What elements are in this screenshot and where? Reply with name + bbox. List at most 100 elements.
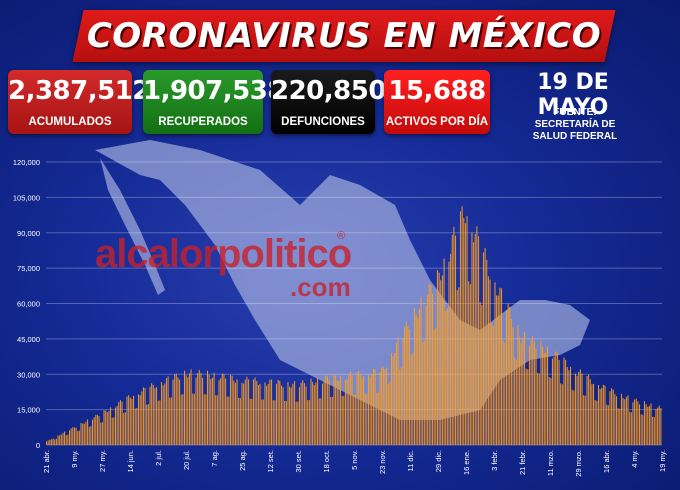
chart-bar (528, 346, 530, 445)
chart-bar (312, 382, 314, 445)
chart-bar (573, 390, 575, 445)
chart-bar (435, 327, 437, 445)
watermark-name: alcalorpolitico (95, 232, 352, 276)
chart-bar (639, 404, 641, 445)
chart-bar (461, 206, 463, 445)
chart-bar (67, 434, 69, 445)
y-tick-label: 30,000 (17, 370, 40, 379)
chart-bar (114, 407, 117, 445)
chart-bar (208, 374, 210, 445)
chart-bar (441, 275, 443, 445)
chart-bar (584, 395, 586, 445)
chart-bar (371, 374, 373, 445)
chart-bar (277, 379, 279, 445)
chart-bar (82, 423, 84, 445)
chart-bar (248, 379, 250, 445)
chart-bar (625, 396, 627, 445)
chart-bar (280, 385, 282, 445)
chart-bar (622, 398, 624, 445)
chart-bar (274, 400, 276, 445)
x-tick-label: 19 my. (658, 450, 667, 472)
chart-bar (561, 384, 563, 445)
chart-bar (137, 394, 140, 445)
chart-bar (570, 366, 572, 445)
x-tick-label: 7 ag. (210, 450, 219, 467)
chart-bar (290, 387, 292, 445)
chart-bar (653, 417, 655, 445)
chart-bar (308, 399, 310, 445)
chart-bar (542, 346, 544, 445)
chart-bar (589, 379, 591, 445)
chart-bar (141, 391, 143, 445)
chart-bar (459, 211, 461, 445)
chart-bar (445, 311, 447, 445)
chart-bar (49, 439, 51, 445)
chart-bar (254, 377, 256, 445)
chart-bar (389, 381, 391, 445)
chart-bar (88, 426, 90, 445)
stat-active: 15,688 ACTIVOS POR DÍA (384, 70, 490, 134)
chart-bar (238, 397, 240, 445)
chart-bar (275, 383, 278, 445)
chart-bar (418, 309, 420, 445)
chart-bar (627, 395, 629, 445)
chart-bar (225, 378, 227, 445)
chart-bar (579, 369, 581, 445)
chart-bar (159, 400, 161, 445)
chart-bar (468, 281, 470, 445)
chart-bar (607, 405, 609, 445)
chart-bar (195, 377, 197, 445)
chart-bar (620, 393, 622, 445)
chart-bar (100, 422, 102, 445)
chart-bar (279, 380, 281, 445)
chart-bar (302, 380, 304, 445)
chart-bar (634, 399, 636, 445)
chart-bar (57, 435, 59, 445)
chart-bar (517, 325, 519, 445)
chart-bar (390, 352, 392, 445)
chart-bar (588, 374, 590, 445)
chart-bar (395, 343, 397, 445)
chart-bar (363, 375, 365, 445)
chart-bar (496, 295, 498, 445)
chart-bar (533, 341, 535, 445)
chart-bar (657, 407, 659, 445)
chart-bar (264, 382, 266, 445)
chart-bar (604, 385, 606, 445)
chart-bar (556, 352, 558, 445)
x-tick-label: 27 my. (98, 450, 107, 472)
chart-bar (433, 329, 435, 445)
x-tick-label: 4 my. (630, 450, 639, 468)
chart-bar (632, 402, 634, 445)
chart-bar (183, 370, 186, 445)
chart-bar (432, 293, 434, 445)
chart-bar (354, 394, 356, 445)
chart-bar (558, 359, 560, 445)
chart-bar (111, 417, 113, 445)
chart-bar (583, 395, 585, 445)
chart-bar (91, 419, 94, 445)
chart-bar (197, 373, 199, 445)
x-tick-label: 16 abr. (602, 450, 611, 473)
chart-bar (381, 367, 383, 445)
chart-bar (323, 380, 325, 445)
chart-bar (289, 386, 291, 445)
chart-bar (180, 394, 182, 445)
chart-bar (198, 369, 200, 445)
chart-bar (650, 403, 652, 445)
chart-bar (611, 388, 613, 445)
chart-bar (147, 404, 149, 445)
chart-bar (83, 423, 85, 445)
chart-bar (47, 440, 49, 445)
chart-bar (152, 384, 154, 445)
chart-bar (46, 441, 48, 445)
stat-accumulated-value: 2,387,512 (8, 76, 150, 106)
chart-bar (415, 314, 417, 445)
chart-bar (574, 373, 576, 445)
chart-bar (73, 427, 75, 445)
chart-bar (303, 383, 305, 445)
chart-bar (440, 280, 442, 445)
chart-bar (78, 430, 80, 445)
chart-bar (629, 411, 631, 445)
